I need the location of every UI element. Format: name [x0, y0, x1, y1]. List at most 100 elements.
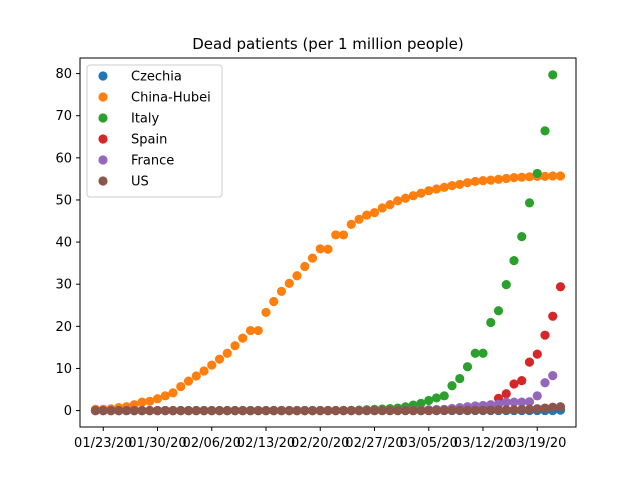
- data-point: [323, 244, 333, 254]
- data-point: [253, 405, 263, 416]
- data-point: [214, 405, 225, 416]
- y-tick-label: 20: [55, 320, 72, 335]
- data-point: [191, 405, 201, 416]
- data-point: [269, 405, 279, 416]
- data-point: [307, 253, 318, 263]
- data-point: [447, 381, 457, 391]
- data-point: [145, 405, 155, 416]
- data-point: [532, 168, 542, 179]
- data-point: [486, 317, 496, 328]
- legend-marker: [98, 113, 108, 123]
- data-point: [455, 405, 465, 415]
- data-point: [493, 306, 504, 316]
- data-point: [548, 371, 558, 381]
- data-point: [509, 397, 519, 407]
- data-point: [137, 397, 147, 407]
- chart-title: Dead patients (per 1 million people): [192, 35, 464, 53]
- legend-label: France: [131, 154, 174, 169]
- data-point: [555, 402, 566, 412]
- data-point: [555, 282, 566, 292]
- x-tick-label: 03/19/20: [508, 436, 566, 451]
- data-point: [377, 203, 387, 213]
- data-point: [261, 307, 271, 318]
- data-point: [431, 184, 442, 194]
- data-point: [478, 348, 488, 358]
- data-point: [183, 376, 194, 386]
- data-point: [447, 405, 457, 415]
- data-point: [129, 405, 139, 416]
- data-point: [501, 389, 511, 399]
- data-point: [416, 405, 426, 416]
- data-point: [548, 171, 558, 181]
- data-point: [470, 348, 480, 358]
- data-point: [145, 396, 155, 406]
- data-point: [400, 193, 411, 203]
- x-axis: 01/23/2001/30/2002/06/2002/13/2002/20/20…: [74, 427, 566, 451]
- data-point: [222, 405, 232, 416]
- data-point: [292, 405, 302, 416]
- data-point: [276, 405, 287, 416]
- data-point: [532, 391, 542, 401]
- plot-points: [90, 70, 566, 416]
- data-point: [540, 171, 550, 181]
- data-point: [509, 405, 519, 415]
- y-tick-label: 30: [55, 278, 72, 293]
- data-point: [114, 405, 124, 416]
- data-point: [393, 405, 403, 416]
- data-point: [509, 173, 519, 183]
- data-point: [548, 70, 558, 80]
- data-point: [261, 405, 271, 416]
- series-china-hubei: [90, 171, 566, 414]
- x-tick-label: 01/23/20: [74, 436, 132, 451]
- data-point: [292, 271, 302, 281]
- data-point: [214, 354, 225, 364]
- data-point: [501, 173, 511, 184]
- data-point: [377, 405, 387, 416]
- data-point: [424, 395, 434, 406]
- x-tick-label: 02/27/20: [345, 436, 403, 451]
- data-point: [462, 362, 473, 372]
- legend-marker: [98, 92, 108, 102]
- x-tick-label: 02/06/20: [183, 436, 241, 451]
- data-point: [253, 325, 263, 336]
- data-point: [439, 391, 449, 401]
- data-point: [439, 182, 449, 192]
- x-tick-label: 03/12/20: [454, 436, 512, 451]
- data-point: [369, 207, 380, 218]
- data-point: [121, 405, 132, 416]
- legend-marker: [98, 155, 108, 165]
- data-point: [199, 405, 209, 416]
- data-point: [416, 188, 426, 198]
- data-point: [478, 405, 488, 415]
- data-point: [462, 178, 473, 188]
- data-point: [462, 405, 473, 415]
- data-point: [524, 404, 535, 414]
- legend-label: Spain: [131, 133, 167, 148]
- data-point: [245, 405, 256, 416]
- data-point: [168, 388, 178, 398]
- data-point: [238, 333, 248, 343]
- data-point: [540, 330, 550, 340]
- data-point: [245, 325, 256, 336]
- y-tick-label: 70: [55, 109, 72, 124]
- legend: Czechia China-Hubei Italy Spain France US: [86, 64, 223, 198]
- data-point: [168, 405, 178, 416]
- y-tick-label: 80: [55, 67, 72, 82]
- data-point: [501, 280, 511, 290]
- legend-marker: [98, 176, 108, 186]
- data-point: [338, 405, 349, 416]
- data-point: [517, 232, 527, 242]
- data-point: [501, 405, 511, 415]
- data-point: [284, 278, 294, 288]
- y-axis: 0 10 20 30 40 50 60 70 80: [55, 67, 80, 419]
- legend-marker: [98, 71, 108, 81]
- data-point: [331, 230, 341, 240]
- data-point: [548, 402, 558, 412]
- y-tick-label: 0: [64, 404, 72, 419]
- data-point: [230, 405, 240, 416]
- data-point: [369, 405, 380, 416]
- x-tick-label: 01/30/20: [128, 436, 186, 451]
- data-point: [152, 405, 163, 416]
- data-point: [470, 176, 480, 187]
